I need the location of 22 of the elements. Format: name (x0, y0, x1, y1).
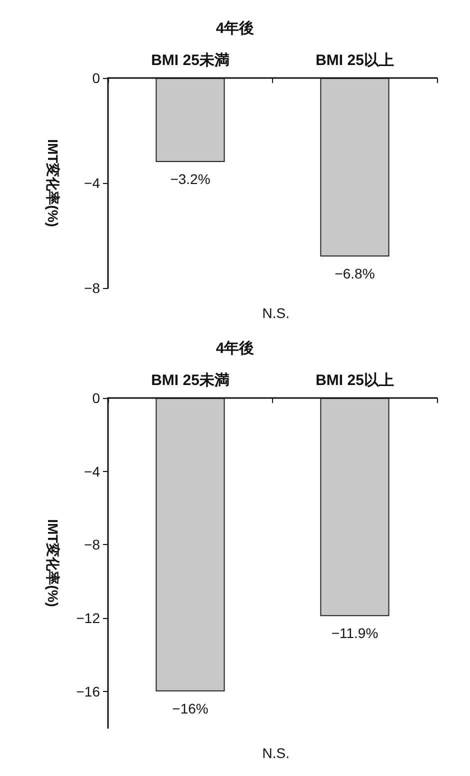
text: N.S. (262, 305, 290, 321)
y-axis-title: IMT変化率(%) (45, 139, 61, 227)
y-tick-label: −16 (76, 683, 100, 700)
chart-title: 4年後 (216, 20, 254, 37)
y-tick-label: −8 (84, 280, 100, 296)
x-tick-label: BMI 25未満 (151, 52, 230, 69)
data-label: −16% (172, 700, 208, 716)
data-label: −3.2% (170, 171, 210, 187)
y-tick-label: −4 (84, 463, 100, 480)
y-tick-label: 0 (92, 390, 100, 406)
x-tick-label: BMI 25以上 (316, 52, 394, 69)
y-axis-title: IMT変化率(%) (45, 519, 61, 607)
x-tick-label: BMI 25未満 (151, 372, 230, 389)
data-label: −11.9% (331, 625, 378, 642)
y-tick-label: −12 (76, 610, 100, 626)
chart-title: 4年後 (216, 340, 254, 357)
x-tick-label: BMI 25以上 (316, 372, 394, 389)
data-label: −6.8% (334, 266, 375, 282)
y-tick-label: 0 (92, 70, 100, 86)
text: N.S. (262, 745, 290, 761)
y-tick-label: −4 (84, 175, 100, 191)
y-tick-label: −8 (84, 536, 100, 553)
